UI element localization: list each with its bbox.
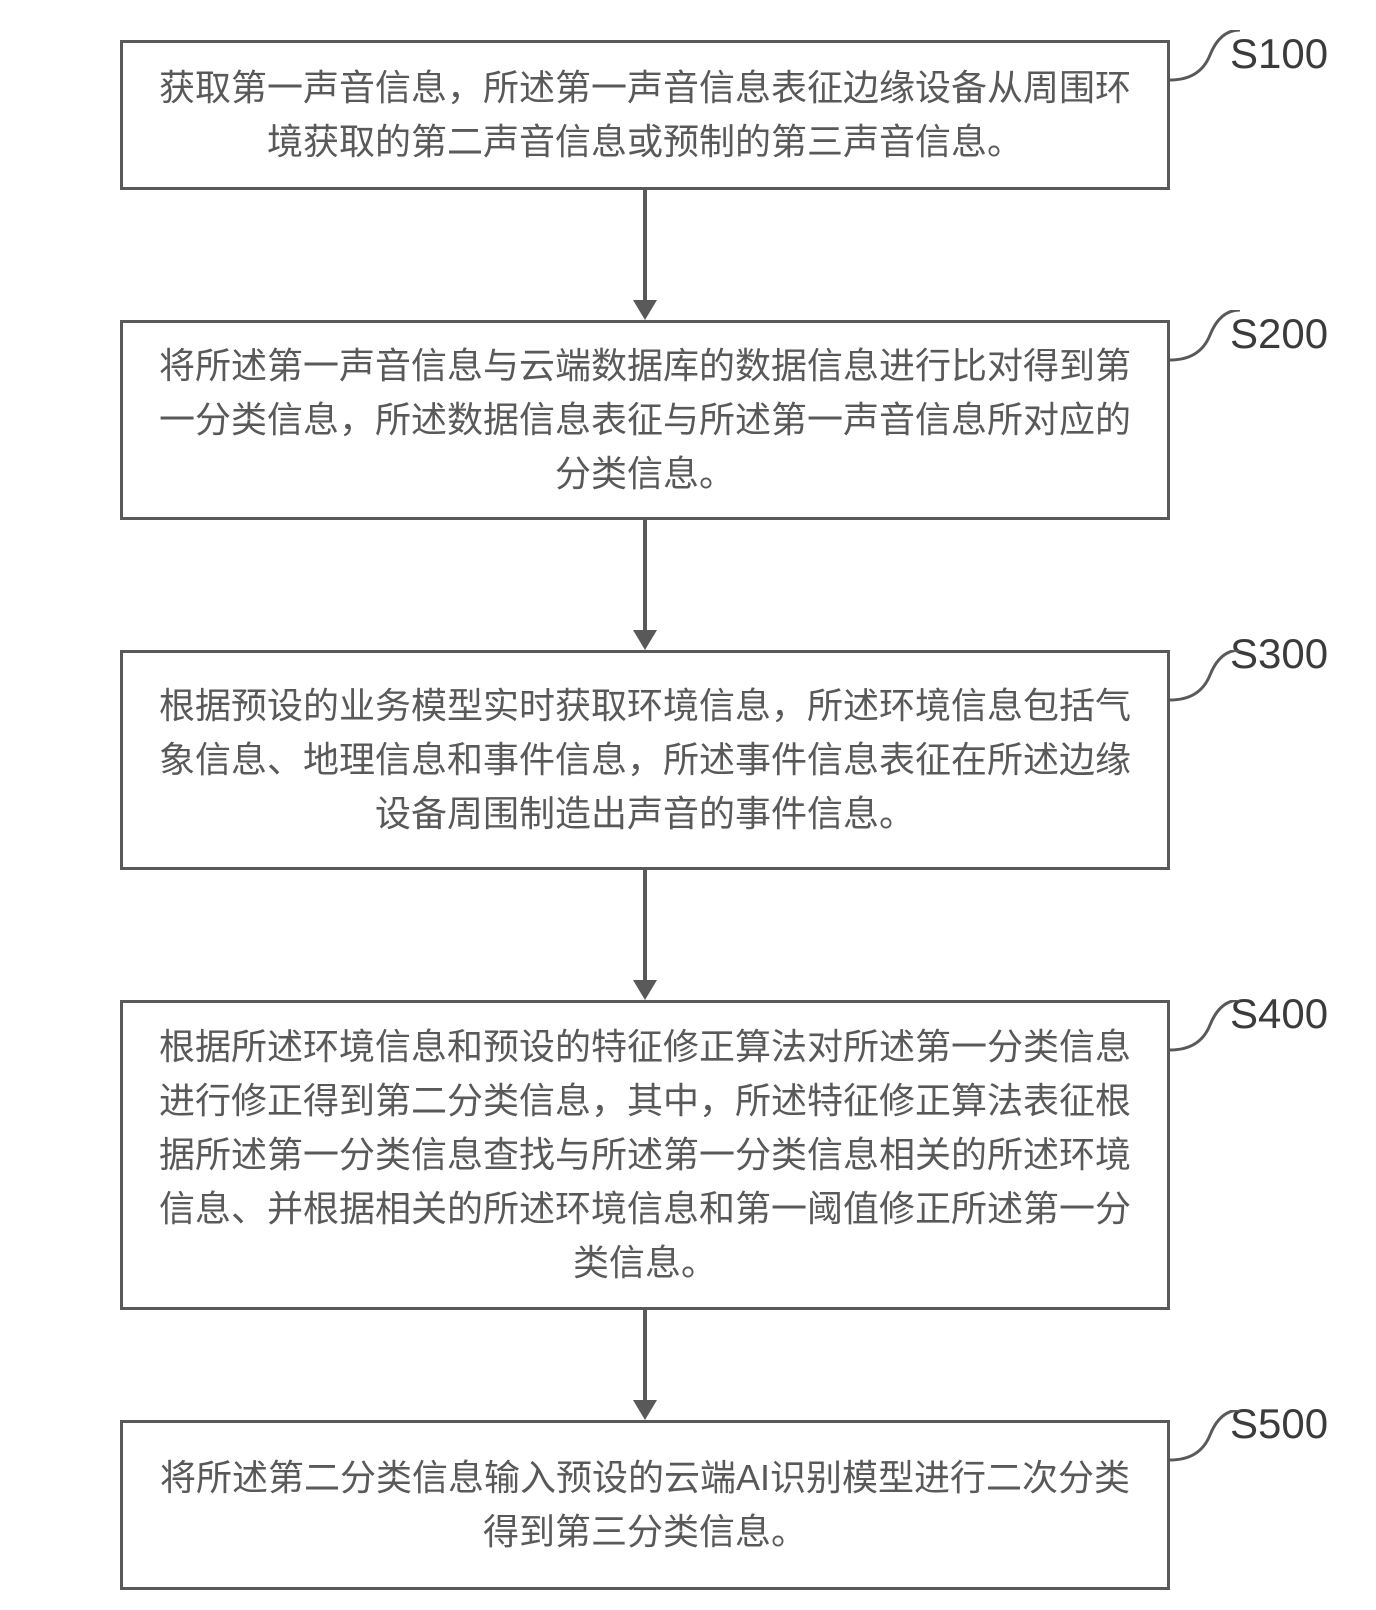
arrow-s100-s200 <box>643 190 647 300</box>
node-label-s100: S100 <box>1230 30 1328 78</box>
arrow-head <box>633 630 657 650</box>
label-connector-s400 <box>1170 1000 1240 1060</box>
flowchart-node-s400: 根据所述环境信息和预设的特征修正算法对所述第一分类信息进行修正得到第二分类信息，… <box>120 1000 1170 1310</box>
label-connector-s100 <box>1170 30 1240 90</box>
arrow-head <box>633 980 657 1000</box>
node-label-s300: S300 <box>1230 630 1328 678</box>
node-label-s500: S500 <box>1230 1400 1328 1448</box>
label-connector-s500 <box>1170 1410 1240 1470</box>
flowchart-node-s300: 根据预设的业务模型实时获取环境信息，所述环境信息包括气象信息、地理信息和事件信息… <box>120 650 1170 870</box>
node-text: 将所述第一声音信息与云端数据库的数据信息进行比对得到第一分类信息，所述数据信息表… <box>153 339 1137 501</box>
node-text: 将所述第二分类信息输入预设的云端AI识别模型进行二次分类得到第三分类信息。 <box>153 1451 1137 1559</box>
arrow-head <box>633 1400 657 1420</box>
label-connector-s200 <box>1170 310 1240 370</box>
flowchart-node-s200: 将所述第一声音信息与云端数据库的数据信息进行比对得到第一分类信息，所述数据信息表… <box>120 320 1170 520</box>
arrow-head <box>633 300 657 320</box>
arrow-s300-s400 <box>643 870 647 980</box>
node-text: 根据所述环境信息和预设的特征修正算法对所述第一分类信息进行修正得到第二分类信息，… <box>153 1020 1137 1290</box>
arrow-s400-s500 <box>643 1310 647 1400</box>
arrow-s200-s300 <box>643 520 647 630</box>
label-connector-s300 <box>1170 650 1240 710</box>
flowchart-node-s100: 获取第一声音信息，所述第一声音信息表征边缘设备从周围环境获取的第二声音信息或预制… <box>120 40 1170 190</box>
flowchart-node-s500: 将所述第二分类信息输入预设的云端AI识别模型进行二次分类得到第三分类信息。 <box>120 1420 1170 1590</box>
node-label-s400: S400 <box>1230 990 1328 1038</box>
node-text: 获取第一声音信息，所述第一声音信息表征边缘设备从周围环境获取的第二声音信息或预制… <box>153 61 1137 169</box>
node-label-s200: S200 <box>1230 310 1328 358</box>
node-text: 根据预设的业务模型实时获取环境信息，所述环境信息包括气象信息、地理信息和事件信息… <box>153 679 1137 841</box>
